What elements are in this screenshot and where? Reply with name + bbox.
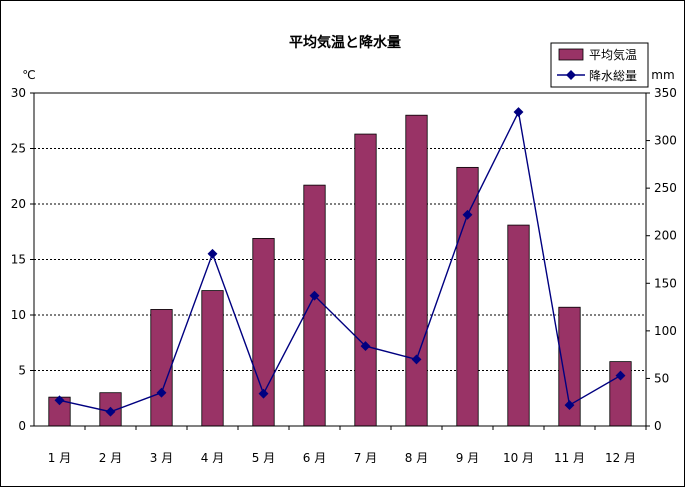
x-tick-label: 9 月 (456, 451, 479, 465)
precipitation-point (462, 209, 473, 220)
legend-label-line: 降水総量 (589, 69, 637, 83)
right-tick-label: 50 (654, 371, 669, 385)
bar-series (48, 114, 632, 427)
precipitation-point (309, 290, 320, 301)
precipitation-point (360, 341, 371, 352)
x-tick-label: 5 月 (252, 451, 275, 465)
x-tick-label: 11 月 (554, 451, 585, 465)
right-tick-label: 0 (654, 419, 662, 433)
right-axis-unit: mm (651, 68, 674, 82)
precipitation-point (513, 107, 524, 117)
precipitation-point (564, 400, 575, 411)
precipitation-point (258, 388, 269, 399)
chart-title: 平均気温と降水量 (289, 34, 401, 51)
x-tick-label: 10 月 (503, 451, 534, 465)
temperature-bar (507, 224, 530, 427)
x-tick-label: 2 月 (99, 451, 122, 465)
right-tick-label: 150 (654, 276, 677, 290)
temperature-bar (303, 184, 326, 427)
right-tick-label: 350 (654, 86, 677, 100)
right-tick-label: 200 (654, 229, 677, 243)
left-tick-label: 0 (18, 419, 26, 433)
temperature-bar (150, 309, 173, 427)
legend-marker-icon (566, 70, 576, 80)
gridlines (34, 148, 646, 371)
temperature-bar (354, 133, 377, 427)
right-tick-label: 250 (654, 181, 677, 195)
legend: 平均気温 降水総量 (550, 42, 649, 88)
precipitation-point (411, 354, 422, 365)
left-tick-label: 5 (18, 364, 26, 378)
left-tick-label: 15 (11, 253, 26, 267)
x-tick-label: 12 月 (605, 451, 636, 465)
precipitation-point (156, 387, 167, 398)
x-tick-label: 4 月 (201, 451, 224, 465)
x-tick-label: 3 月 (150, 451, 173, 465)
x-tick-label: 6 月 (303, 451, 326, 465)
right-tick-label: 100 (654, 324, 677, 338)
precipitation-line (59, 109, 621, 413)
left-tick-label: 10 (11, 308, 26, 322)
legend-swatch-bar (558, 48, 584, 61)
precipitation-point (207, 248, 218, 259)
right-tick-label: 300 (654, 134, 677, 148)
legend-label-bar: 平均気温 (589, 47, 637, 62)
left-tick-label: 30 (11, 86, 26, 100)
left-axis-unit: ℃ (22, 68, 35, 82)
x-tick-label: 7 月 (354, 451, 377, 465)
temperature-bar (456, 166, 479, 427)
line-series (54, 107, 626, 417)
temperature-bar (405, 114, 428, 427)
x-tick-label: 1 月 (48, 451, 71, 465)
left-tick-label: 20 (11, 197, 26, 211)
left-tick-label: 25 (11, 142, 26, 156)
precipitation-point (615, 370, 626, 381)
temperature-bar (201, 290, 224, 427)
x-tick-label: 8 月 (405, 451, 428, 465)
